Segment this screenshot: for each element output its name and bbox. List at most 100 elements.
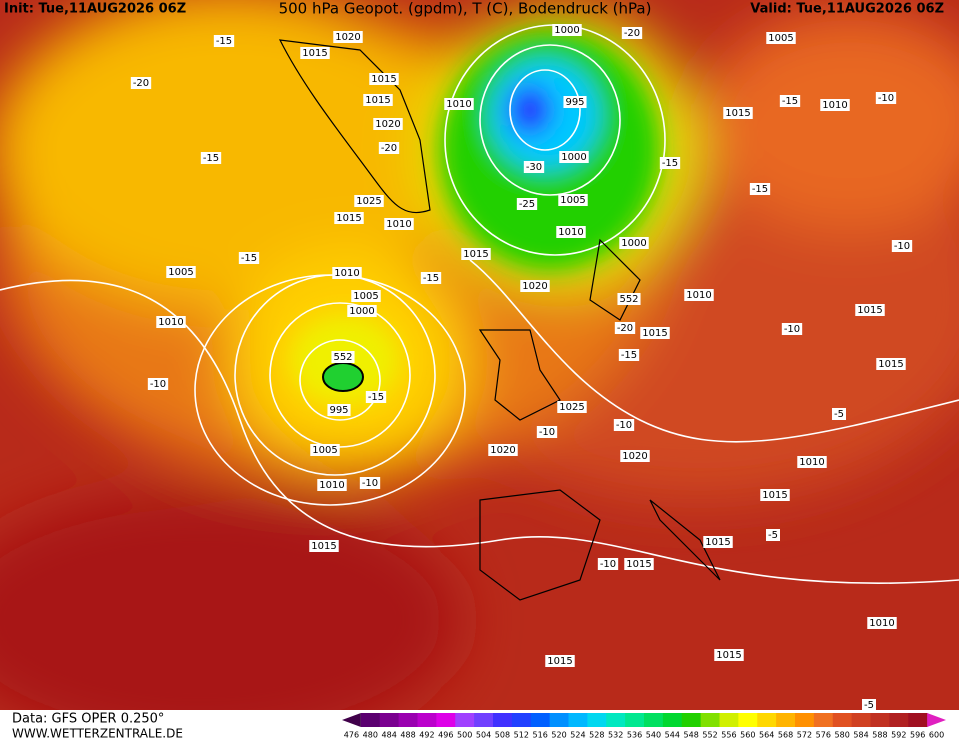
colorbar-cell <box>417 713 437 727</box>
label-box <box>200 152 222 164</box>
label-box <box>781 323 803 335</box>
colorbar-cell <box>360 713 381 727</box>
colorbar: 476 480 484 488 492 496 500 504 508 512 516 520 524 5… <box>342 713 946 740</box>
contour-label: 1015 <box>371 74 396 85</box>
label-box <box>523 161 545 173</box>
contour-label: 1000 <box>349 306 374 317</box>
contour-label: -30 <box>526 162 542 173</box>
colorbar-cell <box>889 713 909 727</box>
valid-time: Valid: Tue,11AUG2026 06Z <box>750 2 944 17</box>
contour-label: 1010 <box>558 227 583 238</box>
contour-label: 995 <box>329 405 348 416</box>
coastlines <box>278 39 721 601</box>
init-time: Init: Tue,11AUG2026 06Z <box>4 2 186 17</box>
colorbar-cell <box>606 713 626 727</box>
colorbar-tick-label: 600 <box>929 731 944 740</box>
colorbar-tick-label: 492 <box>419 731 434 740</box>
contour-label: -20 <box>381 143 397 154</box>
contour-label: 1015 <box>463 249 488 260</box>
label-box <box>300 47 330 59</box>
contour-label: 552 <box>333 352 352 363</box>
colorbar-tick-label: 532 <box>608 731 623 740</box>
contour-label: -15 <box>216 36 232 47</box>
colorbar-tick-label: 536 <box>627 731 642 740</box>
colorbar-cell <box>700 713 720 727</box>
colorbar-cell <box>587 713 607 727</box>
label-box <box>347 305 377 317</box>
colorbar-tick-label: 588 <box>872 731 887 740</box>
label-box <box>760 489 790 501</box>
label-box <box>876 358 906 370</box>
contour-label: 1020 <box>490 445 515 456</box>
contour-label: -10 <box>616 420 632 431</box>
contour-label: -10 <box>150 379 166 390</box>
contour-label: -15 <box>368 392 384 403</box>
label-box <box>536 426 558 438</box>
label-box <box>597 558 619 570</box>
label-box <box>619 237 649 249</box>
label-box <box>516 198 538 210</box>
colorbar-tick-label: 500 <box>457 731 472 740</box>
colorbar-cell <box>530 713 551 727</box>
label-box <box>563 96 587 108</box>
colorbar-tick-label: 520 <box>551 731 566 740</box>
colorbar-tick-label: 504 <box>476 731 491 740</box>
contour-label: -10 <box>362 478 378 489</box>
label-box <box>640 327 670 339</box>
contour-label: -15 <box>662 158 678 169</box>
contour-label: -10 <box>878 93 894 104</box>
contour-label: -5 <box>834 409 844 420</box>
contour-label: 1025 <box>559 402 584 413</box>
colorbar-cell <box>908 713 928 727</box>
label-box <box>714 649 744 661</box>
colorbar-tick-label: 592 <box>891 731 906 740</box>
colorbar-cell <box>870 713 890 727</box>
colorbar-cell <box>625 713 645 727</box>
contour-label: 1020 <box>335 32 360 43</box>
label-box <box>620 450 650 462</box>
colorbar-cell <box>379 713 400 727</box>
label-box <box>891 240 913 252</box>
colorbar-tick-label: 496 <box>438 731 453 740</box>
colorbar-tick-label: 508 <box>495 731 510 740</box>
colorbar-tick-label: 516 <box>533 731 548 740</box>
contour-label: 1010 <box>334 268 359 279</box>
label-box <box>621 27 643 39</box>
colorbar-cell <box>776 713 796 727</box>
label-box <box>749 183 771 195</box>
colorbar-tick-label: 572 <box>797 731 812 740</box>
colorbar-cell <box>436 713 456 727</box>
colorbar-tick-label: 576 <box>816 731 831 740</box>
label-box <box>862 699 876 711</box>
label-box <box>659 157 681 169</box>
contour-label: -15 <box>423 273 439 284</box>
contour-label: 1015 <box>857 305 882 316</box>
contour-label: 1015 <box>725 108 750 119</box>
contour-label: 1010 <box>869 618 894 629</box>
colorbar-tick-label: 512 <box>514 731 529 740</box>
label-box <box>820 99 850 111</box>
label-box <box>333 31 363 43</box>
contour-label: -15 <box>241 253 257 264</box>
contour-label: -15 <box>752 184 768 195</box>
contour-label: 1015 <box>365 95 390 106</box>
label-box <box>624 558 654 570</box>
label-box <box>317 479 347 491</box>
label-box <box>310 444 340 456</box>
label-box <box>238 252 260 264</box>
label-box <box>351 290 381 302</box>
contour-label: 1010 <box>158 317 183 328</box>
label-box <box>334 212 364 224</box>
colorbar-arrow <box>927 713 946 727</box>
contour-label: 1000 <box>554 25 579 36</box>
contour-label: 995 <box>565 97 584 108</box>
label-box <box>684 289 714 301</box>
label-box <box>369 73 399 85</box>
colorbar-cell <box>813 713 834 727</box>
label-box <box>779 95 801 107</box>
colorbar-cell <box>795 713 815 727</box>
colorbar-tick-label: 476 <box>344 731 359 740</box>
colorbar-cell <box>474 713 494 727</box>
label-box <box>488 444 518 456</box>
